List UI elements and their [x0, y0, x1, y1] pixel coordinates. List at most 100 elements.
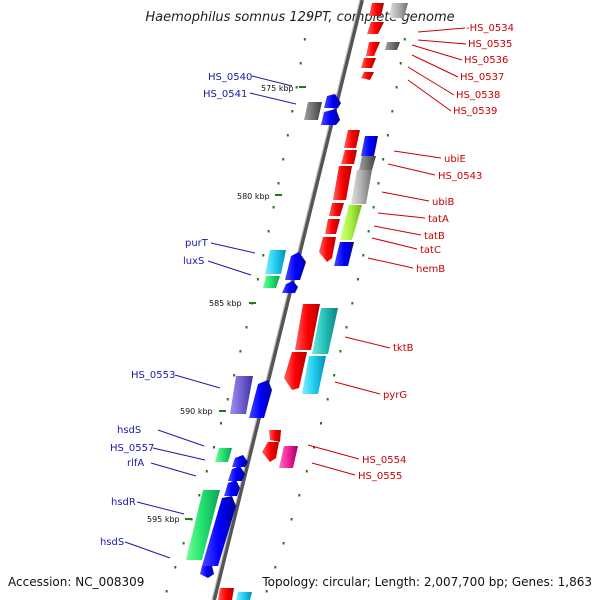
gene-label-right[interactable]: pyrG [383, 390, 407, 401]
leader-line [411, 44, 463, 61]
gene-label-right[interactable]: HS_0538 [456, 90, 500, 101]
gene-label-left[interactable]: rlfA [127, 458, 144, 469]
label-leader-lines [124, 27, 467, 559]
position-dot [205, 470, 208, 473]
gene-hsds-upper[interactable] [215, 448, 232, 462]
position-dot [239, 350, 242, 353]
gene-hs0553[interactable] [230, 376, 272, 418]
chromosome-backbone [212, 0, 364, 600]
gene-hs0534[interactable] [369, 3, 408, 18]
gene-hs0542[interactable] [341, 130, 360, 164]
gene-label-left[interactable]: HS_0553 [131, 370, 175, 381]
position-dot [307, 14, 310, 17]
gene-label-left[interactable]: purT [185, 238, 209, 249]
gene-luxs[interactable] [263, 276, 298, 293]
gene-hs0541[interactable] [321, 94, 341, 125]
gene-label-right[interactable]: HS_0537 [460, 72, 504, 83]
gene-hs0536[interactable] [366, 42, 400, 56]
gene-partial-bottom[interactable] [218, 588, 252, 600]
leader-line [407, 79, 452, 112]
gene-label-left[interactable]: luxS [183, 256, 204, 267]
gene-label-right[interactable]: ubiB [432, 197, 454, 208]
leader-line [417, 39, 467, 45]
gene-ubie[interactable] [361, 136, 378, 156]
gene-label-right[interactable]: tatC [420, 245, 441, 256]
position-dot [313, 446, 315, 449]
position-dot [395, 86, 398, 89]
leader-line [417, 27, 466, 33]
leader-line [311, 462, 356, 476]
gene-tatb[interactable] [325, 219, 340, 234]
gene-label-right[interactable]: HS_0536 [464, 55, 508, 66]
gene-label-right[interactable]: HS_0555 [358, 471, 402, 482]
leader-line [381, 191, 430, 202]
position-dot [326, 398, 329, 401]
leader-line [207, 260, 252, 276]
gene-hs0557[interactable] [232, 455, 248, 467]
gene-purt[interactable] [265, 250, 306, 280]
scale-label-595: 595 kbp [147, 515, 180, 524]
position-dot [233, 374, 236, 377]
scale-mark-595: 595 kbp [147, 515, 192, 524]
gene-label-right[interactable]: HS_0543 [438, 171, 482, 182]
gene-label-right[interactable]: tatB [424, 231, 445, 242]
gene-label-left[interactable]: HS_0540 [208, 72, 252, 83]
chromosome-backbone-highlight [211, 0, 361, 600]
accession-text: Accession: NC_008309 [8, 575, 145, 589]
gene-label-right[interactable]: ubiE [444, 154, 466, 165]
gene-label-left[interactable]: HS_0541 [203, 89, 247, 100]
gene-label-right[interactable]: tatA [428, 214, 449, 225]
gene-hemb[interactable] [334, 242, 354, 266]
gene-label-right[interactable]: HS_0539 [453, 106, 497, 117]
gene-hs0554[interactable] [262, 430, 281, 462]
gene-hs0555[interactable] [279, 446, 298, 468]
leader-line [249, 92, 297, 105]
leader-line [393, 150, 442, 159]
position-dot [174, 566, 177, 569]
gene-label-right[interactable]: HS_0554 [362, 455, 406, 466]
gene-label-right[interactable]: -HS_0534 [466, 23, 514, 34]
position-dot [213, 446, 215, 449]
gene-tata[interactable] [329, 203, 362, 240]
leader-line [411, 54, 459, 78]
position-dot [356, 278, 359, 281]
gene-tatc[interactable] [319, 237, 336, 262]
scale-mark-575: 575 kbp [261, 84, 306, 93]
gene-hs0543[interactable] [359, 156, 376, 170]
gene-hs0537[interactable] [361, 58, 376, 68]
gene-hsdr[interactable] [186, 490, 220, 560]
gene-rlfa[interactable] [224, 466, 245, 496]
leader-line [136, 501, 185, 515]
leader-line [367, 257, 414, 269]
position-dot [282, 542, 285, 545]
position-dot [290, 518, 293, 521]
position-dot [267, 230, 270, 233]
leader-line [373, 225, 422, 236]
gene-hsds-lower[interactable] [200, 496, 236, 578]
position-dot [265, 590, 268, 593]
gene-label-right[interactable]: hemB [416, 264, 445, 275]
gene-pyrg[interactable] [284, 352, 326, 394]
scale-label-575: 575 kbp [261, 84, 294, 93]
gene-label-left[interactable]: hsdS [100, 537, 124, 548]
leader-line [174, 374, 221, 389]
position-dot [220, 422, 222, 425]
gene-hs0538[interactable] [361, 72, 374, 80]
gene-label-right[interactable]: HS_0535 [468, 39, 512, 50]
gene-hs0540[interactable] [304, 102, 322, 120]
leader-line [157, 429, 205, 447]
leader-line [377, 212, 426, 219]
gene-label-right[interactable]: tktB [393, 343, 414, 354]
gene-ubib[interactable] [333, 166, 372, 204]
scale-mark-590: 590 kbp [180, 407, 226, 416]
position-dot [291, 110, 294, 113]
gene-label-left[interactable]: HS_0557 [110, 443, 154, 454]
gene-label-left[interactable]: hsdS [117, 425, 141, 436]
gene-label-left[interactable]: hsdR [111, 497, 136, 508]
gene-tktb[interactable] [295, 304, 338, 354]
position-dot [262, 254, 265, 257]
gene-hs0535[interactable] [367, 22, 384, 34]
position-dot [407, 14, 410, 17]
